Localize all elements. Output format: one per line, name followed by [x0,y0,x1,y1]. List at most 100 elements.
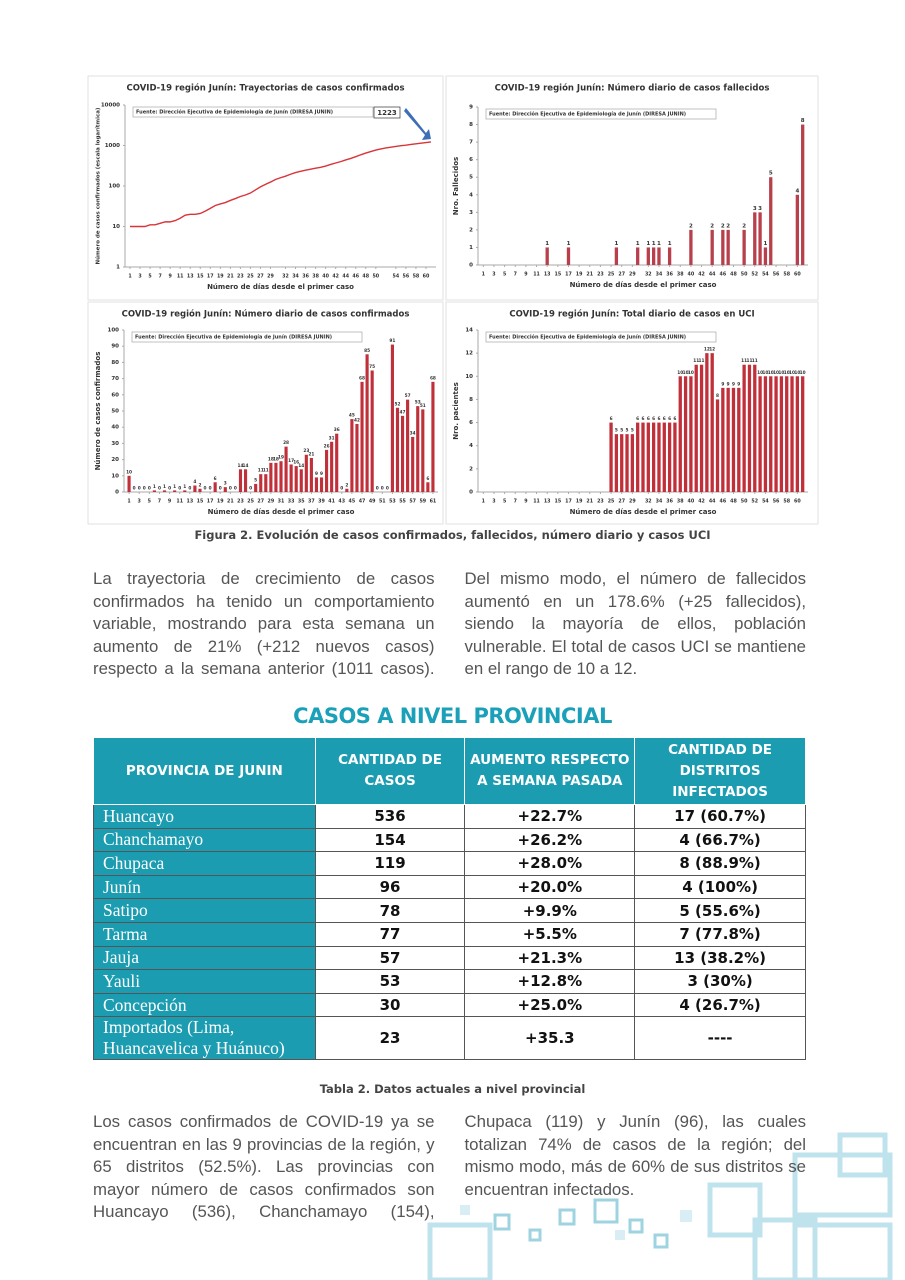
data-label: 10 [762,370,768,376]
x-tick-label: 50 [741,272,748,278]
data-label: 1 [614,241,618,247]
table-cell: 4 (66.7%) [634,827,806,853]
bar [763,247,768,265]
data-label: 0 [138,486,141,492]
table-row: Huancayo 536 +22.7% 17 (60.7%) [93,804,806,829]
x-tick-label: 38 [312,274,319,280]
section-title: CASOS A NIVEL PROVINCIAL [293,704,612,728]
bar [411,436,415,492]
bar [651,247,656,265]
y-tick-label: 80 [111,360,119,366]
data-label: 2 [742,223,746,229]
data-label: 18 [273,456,279,462]
data-label: 4 [795,188,799,194]
bar [742,229,746,265]
header-cell: CANTIDAD DE CASOS [314,737,466,805]
bar [319,477,324,492]
data-label: 10 [688,370,694,376]
bar [790,376,794,492]
bar [646,422,650,492]
bar [152,490,156,492]
data-label: 9 [721,381,724,387]
table-cell: Yauli [93,969,316,994]
bar [284,446,288,492]
table-row: Jauja 57 +21.3% 13 (38.2%) [93,945,806,971]
x-tick-label: 57 [409,499,416,505]
x-tick-label: 23 [597,272,604,278]
bar [566,247,571,265]
x-tick-label: 1 [128,274,131,280]
data-label: 1 [545,241,549,247]
x-tick-label: 60 [794,272,801,278]
x-tick-label: 13 [544,499,551,505]
data-label: 9 [315,471,318,477]
bar [264,474,268,492]
data-label: 6 [657,416,660,422]
x-tick-label: 27 [257,499,264,505]
data-label: 6 [214,476,217,482]
x-tick-label: 11 [177,274,184,280]
bar [646,247,650,265]
bar [726,229,730,265]
y-tick-label: 2 [469,466,473,472]
data-label: 34 [410,430,416,436]
data-label: 0 [219,486,222,492]
data-label: 14 [298,463,304,469]
bar [763,376,768,492]
data-label: 0 [143,486,146,492]
x-tick-label: 40 [688,272,695,278]
x-tick-label: 54 [762,499,769,505]
chart-title: COVID-19 región Junín: Número diario de … [495,83,770,94]
bar [710,353,714,492]
data-label: 3 [224,481,227,487]
data-label: 10 [768,370,774,376]
x-tick-label: 59 [419,499,426,505]
x-tick-label: 3 [492,272,495,278]
bar [325,449,329,492]
data-label: 1 [153,484,156,490]
x-tick-label: 50 [372,274,379,280]
bar [651,422,656,492]
x-tick-label: 3 [138,499,141,505]
x-tick-label: 48 [362,274,369,280]
data-label: 0 [229,486,232,492]
x-tick-label: 23 [597,499,604,505]
bar [304,454,308,492]
x-tick-label: 56 [773,272,780,278]
y-tick-label: 4 [469,192,473,198]
x-tick-label: 25 [608,499,615,505]
x-tick-label: 17 [565,272,572,278]
table-cell: +5.5% [464,921,636,947]
data-label: 68 [430,375,436,381]
x-tick-label: 1 [127,499,130,505]
bar [355,423,359,492]
bar [625,434,629,492]
bar [795,376,800,492]
bar [636,422,640,492]
y-axis-label: Nro. pacientes [452,382,460,440]
bar [710,229,714,265]
bar [545,247,549,265]
x-tick-label: 19 [576,272,583,278]
bar [683,376,688,492]
bar [673,422,677,492]
bar [193,485,197,492]
table-cell: 30 [314,992,466,1018]
y-axis-label: Número de casos confirmados [94,352,102,471]
data-label: 47 [400,409,406,415]
bar [742,364,746,492]
data-label: 5 [626,428,629,434]
data-label: 11 [741,358,747,364]
x-tick-label: 54 [762,272,769,278]
data-label: 75 [369,364,375,370]
data-label: 0 [158,486,161,492]
table-cell: Junín [93,874,316,900]
x-tick-label: 44 [709,499,716,505]
table-cell: Jauja [93,945,316,971]
x-tick-label: 29 [629,499,636,505]
x-tick-label: 19 [576,499,583,505]
bar [769,376,773,492]
data-label: 2 [726,223,730,229]
bar [274,462,278,492]
table-cell: 13 (38.2%) [634,945,806,971]
